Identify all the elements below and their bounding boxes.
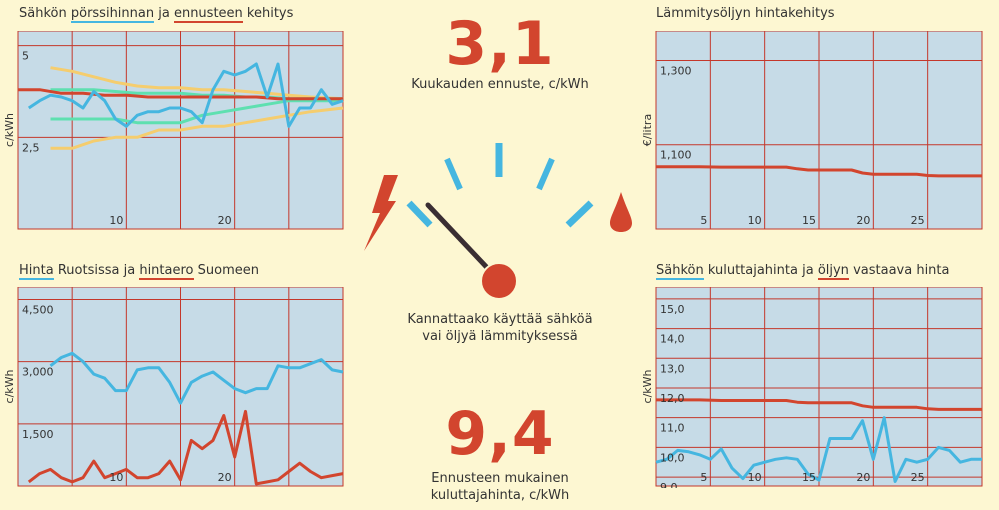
- forecast-block: 3,1 Kuukauden ennuste, c/kWh: [380, 14, 620, 93]
- oil-chart: 1,300 1,100 5 10 15 20 25 €/litra: [638, 31, 984, 231]
- y-tick-label: 2,5: [22, 141, 40, 154]
- x-tick-label: 10: [109, 471, 123, 484]
- y-tick-label: 9,0: [660, 481, 678, 488]
- x-tick-label: 20: [856, 214, 870, 227]
- y-tick-label: 14,0: [660, 333, 685, 346]
- gauge-hub: [480, 262, 518, 300]
- y-tick-label: 15,0: [660, 303, 685, 316]
- y-tick-label: 10,0: [660, 451, 685, 464]
- electricity-chart: 5 2,5 10 20 c/kWh: [0, 31, 345, 231]
- lightning-icon: [364, 175, 398, 251]
- x-tick-label: 5: [700, 214, 707, 227]
- forecast-value: 3,1: [445, 9, 555, 79]
- title-text: kehitys: [242, 6, 294, 21]
- y-axis-label: c/kWh: [3, 369, 16, 403]
- x-tick-label: 10: [748, 471, 762, 484]
- heating-question: Kannattaako käyttää sähköä vai öljyä läm…: [407, 312, 593, 344]
- title-forecast: ennusteen: [173, 6, 243, 23]
- x-tick-label: 15: [802, 214, 816, 227]
- gauge-needle: [425, 202, 497, 278]
- consumer-chart: 15,0 14,0 13,0 12,0 11,0 10,0 9,0 5 10 15 20 25 c/kW…: [638, 287, 984, 488]
- oil-chart-svg: 1,300 1,100 5 10 15 20 25 €/litra: [641, 31, 983, 230]
- y-tick-label: 1,100: [660, 149, 692, 162]
- title-text: vastaava hinta: [848, 263, 950, 278]
- oil-chart-title: Lämmitysöljyn hintakehitys: [656, 6, 835, 21]
- title-electricity: Sähkön: [656, 263, 704, 280]
- series-line: [49, 351, 344, 405]
- oil-drop-icon: [610, 192, 632, 232]
- x-tick-label: 20: [218, 471, 232, 484]
- y-tick-label: 1,300: [660, 64, 692, 77]
- sweden-chart: 4,500 3,000 1,500 10 20 c/kWh: [0, 287, 345, 488]
- title-text: Sähkön: [19, 6, 71, 21]
- consumer-chart-svg: 15,0 14,0 13,0 12,0 11,0 10,0 9,0 5 10 15 20 25 c/kW…: [641, 287, 983, 488]
- title-spot-price: pörssihinnan: [70, 6, 155, 23]
- y-tick-label: 13,0: [660, 362, 685, 375]
- y-tick-label: 12,0: [660, 392, 685, 405]
- gauge-tick: [536, 157, 555, 191]
- electricity-chart-title: Sähkön pörssihinnan ja ennusteen kehitys: [19, 6, 294, 23]
- title-difference: hintaero: [139, 263, 194, 280]
- gauge-tick: [565, 200, 594, 228]
- y-tick-label: 4,500: [22, 303, 54, 316]
- y-tick-label: 11,0: [660, 422, 685, 435]
- forecast-label: Kuukauden ennuste, c/kWh: [411, 77, 589, 92]
- series-line: [656, 398, 982, 411]
- series-line: [656, 165, 982, 178]
- x-tick-label: 5: [700, 471, 707, 484]
- x-tick-label: 20: [856, 471, 870, 484]
- consumer-chart-title: Sähkön kuluttajahinta ja öljyn vastaava …: [656, 263, 950, 280]
- series-line: [50, 66, 344, 101]
- x-tick-label: 25: [911, 471, 925, 484]
- heating-gauge: [364, 143, 632, 300]
- y-tick-label: 1,500: [22, 428, 54, 441]
- y-axis-label: c/kWh: [641, 369, 654, 403]
- series-line: [18, 88, 343, 101]
- series-line: [655, 416, 982, 483]
- title-text: kuluttajahinta ja: [703, 263, 818, 278]
- consumer-price-value: 9,4: [445, 399, 555, 469]
- gauge-tick: [444, 157, 463, 191]
- x-tick-label: 20: [218, 214, 232, 227]
- title-oil: öljyn: [817, 263, 849, 280]
- title-text: Ruotsissa ja: [53, 263, 140, 278]
- x-tick-label: 25: [911, 214, 925, 227]
- sweden-chart-svg: 4,500 3,000 1,500 10 20 c/kWh: [3, 287, 344, 487]
- series-line: [27, 62, 344, 128]
- x-tick-label: 15: [802, 471, 816, 484]
- consumer-price-label: Ennusteen mukainen kuluttajahinta, c/kWh: [430, 471, 570, 503]
- title-price: Hinta: [19, 263, 54, 280]
- y-tick-label: 5: [22, 50, 29, 63]
- sweden-chart-title: Hinta Ruotsissa ja hintaero Suomeen: [19, 263, 259, 280]
- title-text: Suomeen: [193, 263, 259, 278]
- x-tick-label: 10: [748, 214, 762, 227]
- consumer-price-block: 9,4 Ennusteen mukainen kuluttajahinta, c…: [380, 404, 620, 504]
- y-tick-label: 3,000: [22, 366, 54, 379]
- series-line: [50, 106, 344, 150]
- gauge-tick: [406, 200, 433, 228]
- series-line: [27, 409, 344, 486]
- y-axis-label: c/kWh: [3, 113, 16, 147]
- x-tick-label: 10: [109, 214, 123, 227]
- title-text: ja: [154, 6, 174, 21]
- y-axis-label: €/litra: [641, 114, 654, 146]
- electricity-chart-svg: 5 2,5 10 20 c/kWh: [3, 31, 344, 230]
